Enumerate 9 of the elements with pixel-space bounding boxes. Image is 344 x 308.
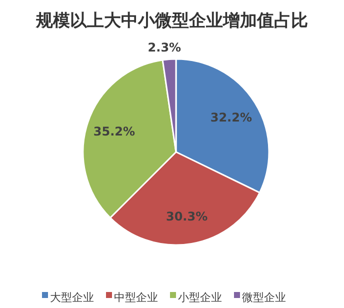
- data-label: 32.2%: [210, 110, 252, 125]
- legend-label: 微型企业: [242, 290, 286, 304]
- legend-label: 小型企业: [178, 290, 222, 304]
- data-label: 35.2%: [93, 124, 136, 139]
- chart-title: 规模以上大中小微型企业增加值占比: [35, 11, 308, 31]
- legend-label: 中型企业: [114, 290, 158, 304]
- legend-label: 大型企业: [50, 290, 94, 304]
- data-label: 30.3%: [166, 209, 208, 224]
- data-label: 2.3%: [148, 40, 182, 54]
